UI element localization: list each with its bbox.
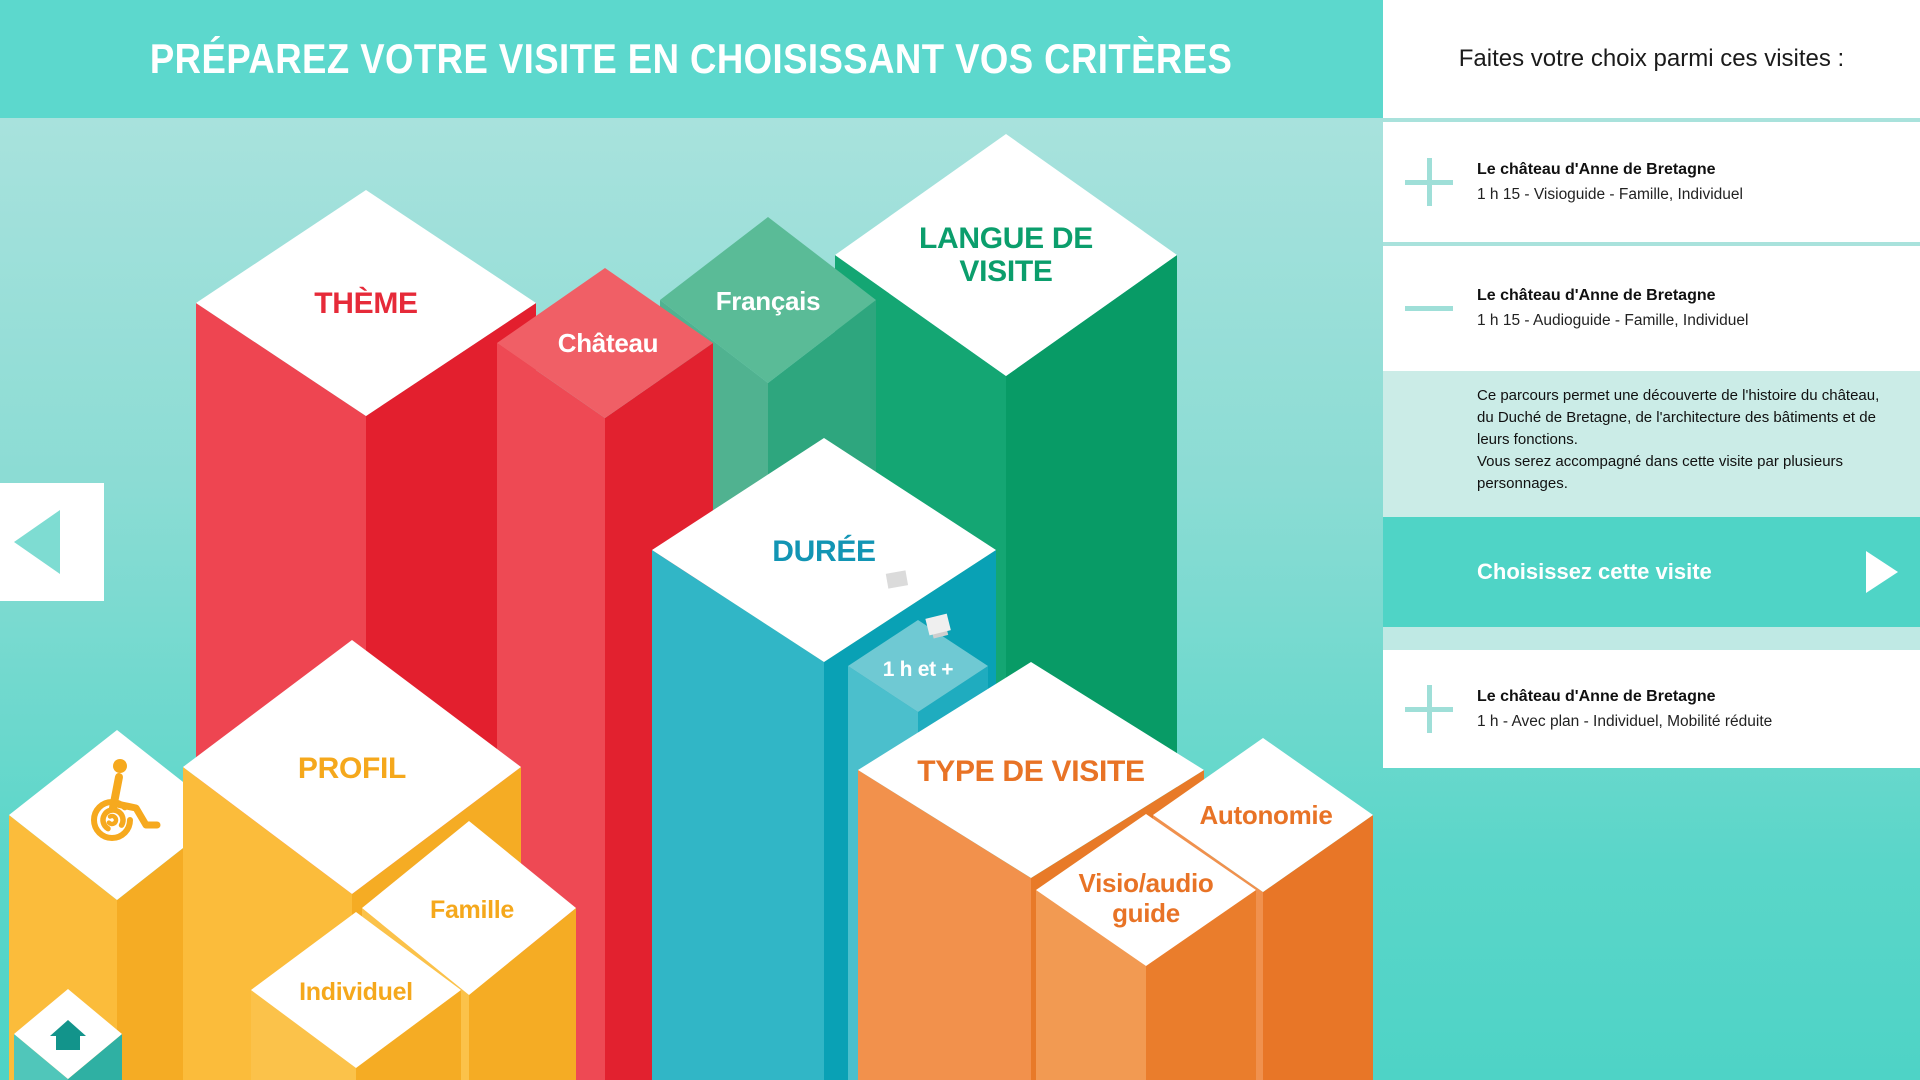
divider: [1383, 118, 1920, 122]
left-face: [251, 990, 356, 1080]
cube-label: Français: [716, 286, 821, 316]
visit-title: Le château d'Anne de Bretagne: [1477, 687, 1716, 705]
cube-individuel[interactable]: Individuel: [251, 912, 461, 1080]
top-face: [196, 190, 536, 416]
panel-title: Faites votre choix parmi ces visites :: [1458, 45, 1845, 72]
visit-item-audioguide[interactable]: Le château d'Anne de Bretagne 1 h 15 - A…: [1383, 246, 1920, 371]
visit-subtitle: 1 h - Avec plan - Individuel, Mobilité r…: [1477, 712, 1773, 730]
left-face: [858, 770, 1031, 1080]
panel-background: [1383, 768, 1920, 1080]
top-face: [1153, 738, 1373, 892]
cube-home[interactable]: [14, 989, 122, 1080]
left-face: [652, 550, 824, 1080]
visit-panel: Faites votre choix parmi ces visites : L…: [1383, 0, 1920, 1080]
right-face: [469, 908, 576, 1080]
cube-label: guide: [1112, 898, 1180, 928]
visit-description: Ce parcours permet une découverte de l'h…: [1383, 371, 1920, 517]
home-icon: [50, 1020, 86, 1050]
top-face: [9, 730, 225, 900]
main-header: PRÉPAREZ VOTRE VISITE EN CHOISISSANT VOS…: [0, 0, 1383, 118]
visit-description-text: Ce parcours permet une découverte de l'h…: [1477, 387, 1880, 492]
cube-label: Visio/audio: [1079, 868, 1214, 898]
visit-item-avec-plan[interactable]: Le château d'Anne de Bretagne 1 h - Avec…: [1383, 650, 1920, 768]
plus-icon[interactable]: [1405, 158, 1453, 206]
cube-label: VISITE: [959, 255, 1052, 288]
cube-label: 1 h et +: [883, 658, 954, 681]
cube-label: TYPE DE VISITE: [917, 755, 1145, 788]
divider: [1383, 627, 1920, 650]
visit-subtitle: 1 h 15 - Visioguide - Famille, Individue…: [1477, 185, 1743, 203]
top-face: [251, 912, 461, 1068]
minus-icon[interactable]: [1405, 285, 1453, 333]
play-arrow-icon: [1866, 551, 1898, 593]
top-face: [848, 620, 988, 712]
right-face: [1263, 815, 1373, 1080]
visit-title: Le château d'Anne de Bretagne: [1477, 160, 1716, 178]
cube-label: Autonomie: [1199, 800, 1332, 830]
top-face: [835, 134, 1177, 376]
cube-label: Famille: [430, 896, 514, 924]
cursor-artifact: [885, 570, 951, 639]
visit-subtitle: 1 h 15 - Audioguide - Famille, Individue…: [1477, 312, 1749, 329]
cube-visio-audio-guide[interactable]: Visio/audio guide: [1036, 814, 1256, 1080]
criteria-isometric-scene: LANGUE DE VISITE Français THÈME Château: [9, 134, 1373, 1080]
right-face: [68, 1034, 122, 1080]
choose-visit-label: Choisissez cette visite: [1477, 559, 1712, 584]
cube-label: Château: [558, 328, 658, 358]
cube-label: DURÉE: [772, 534, 876, 568]
cube-label: Individuel: [299, 978, 413, 1006]
left-face: [14, 1034, 68, 1080]
top-face: [652, 438, 996, 662]
back-arrow-icon: [14, 510, 60, 574]
left-face: [1036, 890, 1146, 1080]
cube-label: PROFIL: [298, 752, 406, 785]
right-face: [356, 990, 461, 1080]
visit-item-visioguide[interactable]: Le château d'Anne de Bretagne 1 h 15 - V…: [1383, 122, 1920, 242]
panel-header: Faites votre choix parmi ces visites :: [1383, 0, 1920, 118]
top-face: [183, 640, 521, 894]
divider: [1383, 242, 1920, 246]
page-title: PRÉPAREZ VOTRE VISITE EN CHOISISSANT VOS…: [150, 35, 1233, 82]
right-face: [1146, 890, 1256, 1080]
top-face: [1036, 814, 1256, 966]
top-face: [660, 217, 876, 383]
top-face: [497, 268, 713, 418]
top-face: [858, 662, 1204, 878]
plus-icon[interactable]: [1405, 685, 1453, 733]
cube-label: LANGUE DE: [919, 222, 1093, 255]
choose-visit-button[interactable]: Choisissez cette visite: [1383, 517, 1920, 627]
cube-label: THÈME: [314, 286, 418, 320]
wheelchair-icon: [91, 759, 161, 841]
top-face: [362, 821, 576, 995]
back-button[interactable]: [0, 483, 104, 601]
visit-title: Le château d'Anne de Bretagne: [1477, 287, 1716, 304]
